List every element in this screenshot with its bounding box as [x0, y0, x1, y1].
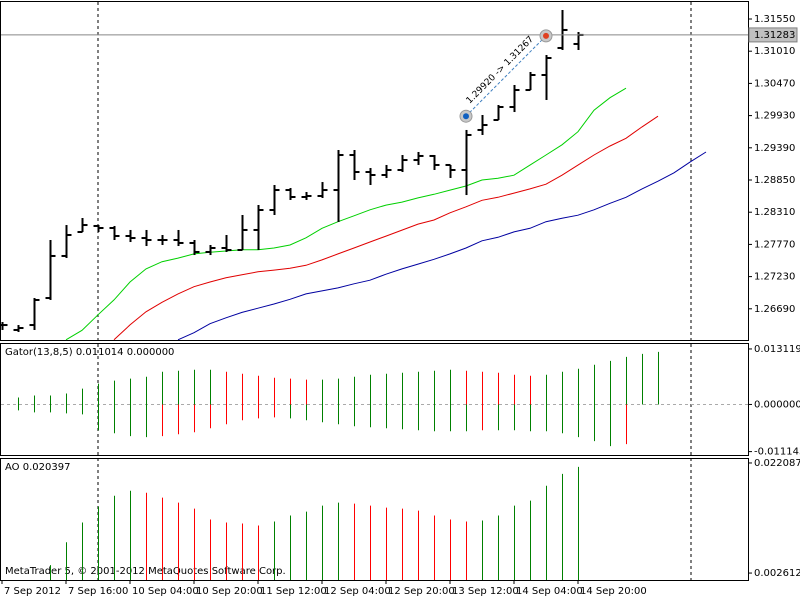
ao-panel	[0, 458, 749, 581]
x-tick-label: 12 Sep 04:00	[324, 586, 391, 597]
alligator-line	[113, 115, 659, 341]
x-tick-label: 7 Sep 2012	[4, 586, 61, 597]
y-tick-label: 1.31550	[754, 14, 795, 25]
y-tick-label: -0.011143	[754, 447, 800, 458]
x-tick-label: 12 Sep 20:00	[388, 586, 455, 597]
trade-close-dot	[543, 32, 549, 39]
main-panel	[0, 1, 749, 341]
y-tick-label: 1.27770	[754, 239, 795, 250]
x-tick-label: 13 Sep 12:00	[452, 586, 519, 597]
y-tick-label: 1.29930	[754, 111, 795, 122]
y-tick-label: 1.28310	[754, 207, 795, 218]
y-tick-label: 0.000000	[754, 399, 800, 410]
y-tick-label: 1.26690	[754, 304, 795, 315]
last-price-box	[748, 27, 798, 43]
y-tick-label: 1.28850	[754, 175, 795, 186]
x-tick-label: 14 Sep 04:00	[516, 586, 583, 597]
x-tick-label: 7 Sep 16:00	[68, 586, 128, 597]
x-tick-label: 11 Sep 12:00	[260, 586, 327, 597]
indicator-label: AO 0.020397	[5, 462, 70, 473]
y-tick-label: 1.29390	[754, 143, 795, 154]
trade-line	[465, 35, 547, 117]
gator-panel	[0, 343, 749, 456]
y-tick-label: 0.002612	[754, 568, 800, 579]
y-tick-label: 1.31010	[754, 46, 795, 57]
x-tick-label: 10 Sep 20:00	[196, 586, 263, 597]
alligator-line	[65, 87, 627, 341]
y-tick-label: 1.27230	[754, 272, 795, 283]
y-tick-label: 0.022087	[754, 458, 800, 469]
x-tick-label: 14 Sep 20:00	[580, 586, 647, 597]
y-tick-label: 0.013119	[754, 344, 800, 355]
trade-open-dot	[463, 113, 469, 120]
indicator-label: Gator(13,8,5) 0.011014 0.000000	[5, 347, 174, 358]
alligator-line	[177, 151, 707, 341]
last-price-label: 1.31283	[754, 30, 795, 41]
x-tick-label: 10 Sep 04:00	[132, 586, 199, 597]
y-tick-label: 1.30470	[754, 78, 795, 89]
copyright: MetaTrader 5, © 2001-2012 MetaQuotes Sof…	[5, 566, 286, 577]
